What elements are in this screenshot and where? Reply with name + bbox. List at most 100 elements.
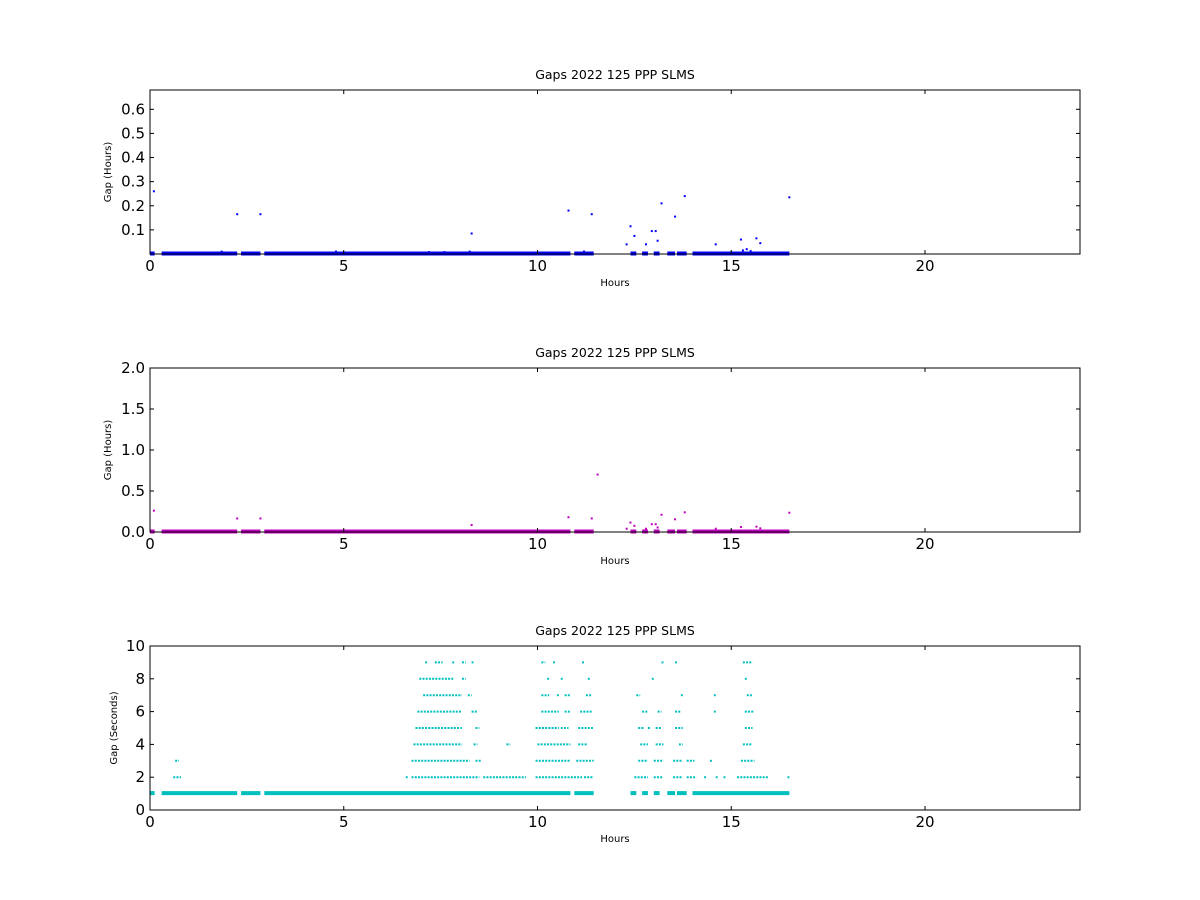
data-point-1 <box>650 230 653 233</box>
data-point-1 <box>236 213 239 216</box>
data-point-2 <box>656 526 659 529</box>
x-tick-label-3: 0 <box>145 813 155 831</box>
data-point-2 <box>714 527 717 530</box>
chart-title-3: Gaps 2022 125 PPP SLMS <box>535 623 695 638</box>
plot-frame-3 <box>149 645 1081 811</box>
data-point-1 <box>428 251 430 254</box>
data-point-1 <box>741 249 744 252</box>
x-tick-label-3: 15 <box>722 813 741 831</box>
levels-group-3 <box>173 661 790 779</box>
data-point-2 <box>236 517 239 520</box>
x-ticks-3: 0 5 10 15 20 <box>145 646 935 831</box>
data-point-2 <box>788 511 791 514</box>
y-axis-label-2: Gap (Hours) <box>103 420 114 481</box>
data-point-1 <box>745 248 748 251</box>
data-point-1 <box>788 196 791 199</box>
data-point-2 <box>683 511 686 514</box>
y-ticks-2: 0.0 0.5 1.0 1.5 2.0 <box>121 359 1080 541</box>
x-tick-label-1: 15 <box>722 257 741 275</box>
x-tick-label-2: 0 <box>145 535 155 553</box>
data-point-1 <box>660 202 663 205</box>
x-axis-label-3: Hours <box>600 834 629 845</box>
data-point-1 <box>468 250 471 253</box>
y-tick-label-2: 2.0 <box>121 359 145 377</box>
data-point-2 <box>650 523 653 526</box>
data-point-1 <box>645 243 647 246</box>
y-tick-label-1: 0.2 <box>121 197 145 215</box>
data-point-1 <box>590 213 593 216</box>
data-point-2 <box>660 513 663 516</box>
data-point-1 <box>714 243 717 246</box>
chart-title-1: Gaps 2022 125 PPP SLMS <box>535 67 695 82</box>
data-point-2 <box>629 521 632 524</box>
y-tick-label-1: 0.5 <box>121 124 145 142</box>
data-point-2 <box>596 473 599 476</box>
y-tick-label-3: 0 <box>135 801 145 819</box>
y-tick-label-1: 0.1 <box>121 221 145 239</box>
data-point-1 <box>152 190 155 193</box>
data-point-1 <box>625 243 628 246</box>
chart-panel-2: Gaps 2022 125 PPP SLMS 0 5 10 15 20 0.0 0.5 1.… <box>103 345 1081 567</box>
y-ticks-1: 0.1 0.2 0.3 0.4 0.5 0.6 <box>121 100 1080 239</box>
y-tick-label-3: 4 <box>135 735 145 753</box>
plot-frame-1 <box>149 89 1081 255</box>
y-tick-label-2: 1.0 <box>121 441 145 459</box>
data-point-1 <box>470 232 473 235</box>
y-axis-label-1: Gap (Hours) <box>103 142 114 203</box>
y-tick-label-1: 0.3 <box>121 173 145 191</box>
plot-frame-2 <box>149 367 1081 533</box>
data-point-1 <box>739 238 742 241</box>
data-point-1 <box>683 195 686 198</box>
data-point-1 <box>443 251 446 254</box>
y-tick-label-3: 10 <box>126 637 145 655</box>
x-axis-label-1: Hours <box>600 278 629 289</box>
y-tick-label-1: 0.4 <box>121 149 145 167</box>
x-tick-label-2: 5 <box>339 535 349 553</box>
y-tick-label-1: 0.6 <box>121 100 145 118</box>
x-tick-label-3: 5 <box>339 813 349 831</box>
y-tick-label-3: 8 <box>135 670 145 688</box>
y-tick-label-2: 0.5 <box>121 482 145 500</box>
data-point-2 <box>654 523 657 526</box>
data-point-2 <box>755 525 758 528</box>
x-tick-label-1: 5 <box>339 257 349 275</box>
y-axis-label-3: Gap (Seconds) <box>109 691 120 764</box>
data-point-1 <box>583 250 585 253</box>
chart-panel-1: Gaps 2022 125 PPP SLMS 0 5 10 15 20 0.10.20.… <box>103 67 1081 289</box>
x-tick-label-1: 20 <box>915 257 934 275</box>
data-point-2 <box>759 527 762 530</box>
data-point-2 <box>152 509 155 512</box>
points-group-1 <box>152 190 791 254</box>
data-point-2 <box>259 517 262 520</box>
chart-panel-3: Gaps 2022 125 PPP SLMS 0 5 10 15 20 0246810 … <box>109 623 1081 845</box>
data-point-1 <box>335 250 337 253</box>
data-point-1 <box>759 242 762 245</box>
data-point-1 <box>656 239 659 242</box>
data-point-1 <box>749 250 752 253</box>
data-point-1 <box>633 234 636 237</box>
data-point-2 <box>590 517 593 520</box>
x-tick-label-3: 10 <box>528 813 547 831</box>
y-tick-label-3: 2 <box>135 768 145 786</box>
x-tick-label-2: 20 <box>915 535 934 553</box>
chart-title-2: Gaps 2022 125 PPP SLMS <box>535 345 695 360</box>
data-point-1 <box>629 225 632 228</box>
data-point-1 <box>259 213 262 216</box>
data-point-1 <box>654 230 657 233</box>
data-point-1 <box>674 215 677 218</box>
x-tick-label-1: 0 <box>145 257 155 275</box>
data-point-2 <box>625 527 628 530</box>
y-tick-label-2: 0.0 <box>121 523 145 541</box>
data-point-2 <box>674 518 677 521</box>
data-point-2 <box>739 526 742 529</box>
data-point-2 <box>633 524 636 527</box>
points-group-2 <box>152 473 791 530</box>
x-tick-label-2: 10 <box>528 535 547 553</box>
data-point-2 <box>645 527 647 530</box>
data-point-1 <box>567 209 570 212</box>
y-tick-label-3: 6 <box>135 703 145 721</box>
data-point-1 <box>220 250 223 253</box>
data-point-2 <box>567 516 570 519</box>
